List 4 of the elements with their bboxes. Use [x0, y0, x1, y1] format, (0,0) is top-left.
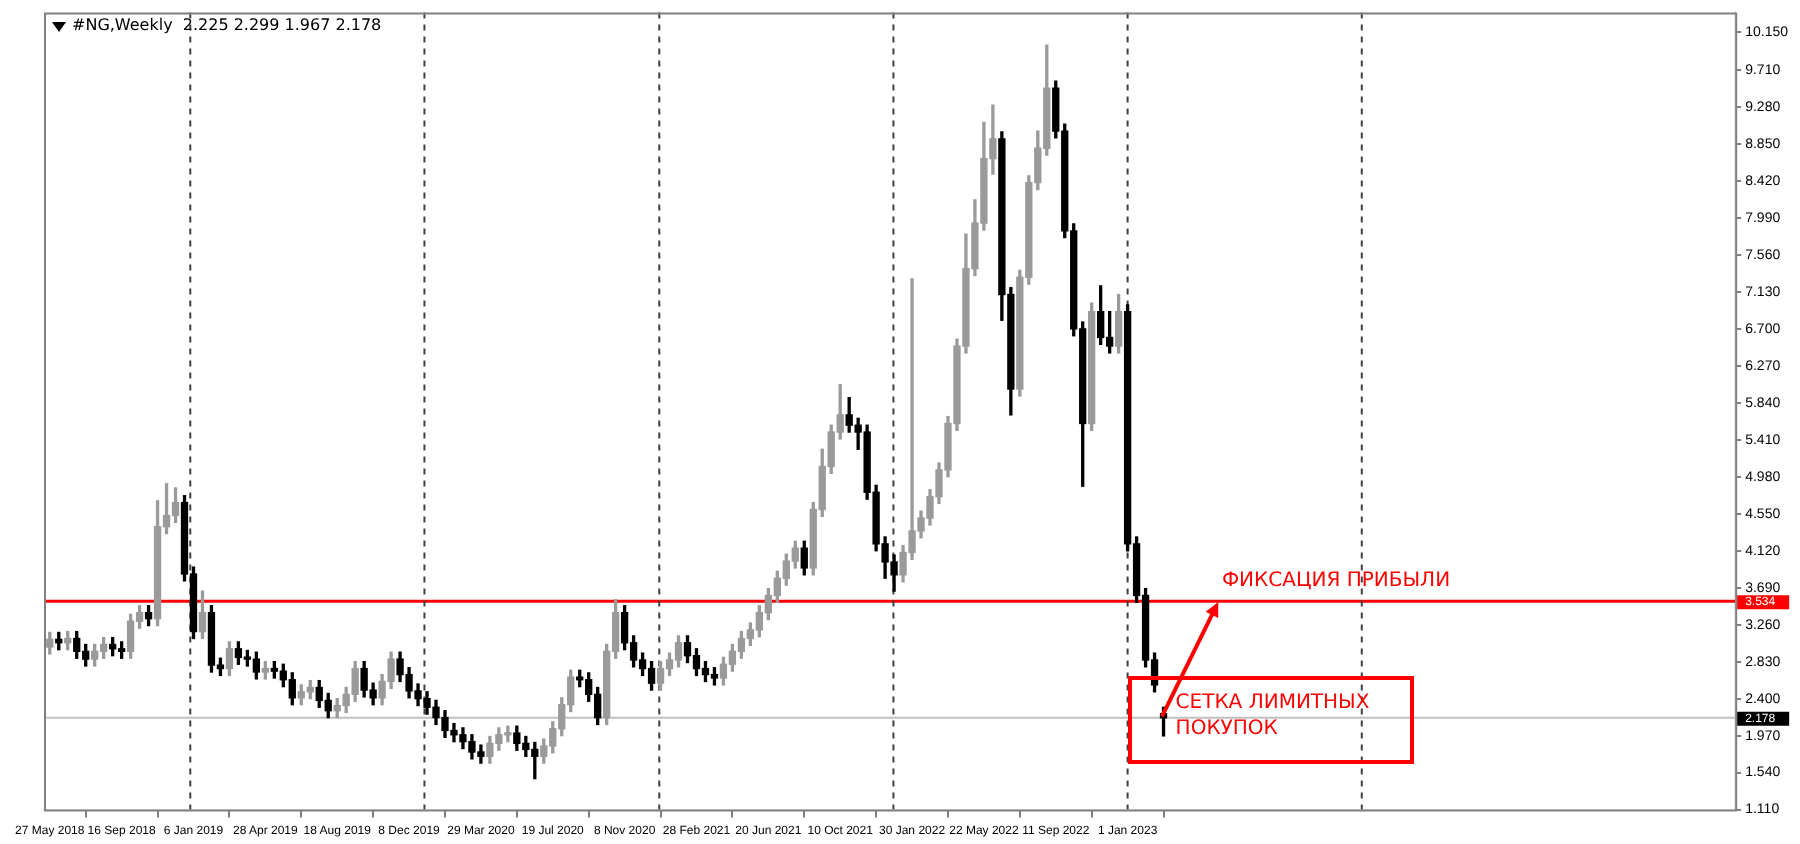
chart-title: #NG,Weekly 2.225 2.299 1.967 2.178: [72, 16, 382, 35]
rectangle-outline: СЕТКА ЛИМИТНЫХ ПОКУПОК: [1127, 675, 1414, 764]
annotation: СЕТКА ЛИМИТНЫХ ПОКУПОК: [1175, 691, 1370, 740]
annotation: ФИКСАЦИЯ ПРИБЫЛИ: [1221, 569, 1451, 592]
